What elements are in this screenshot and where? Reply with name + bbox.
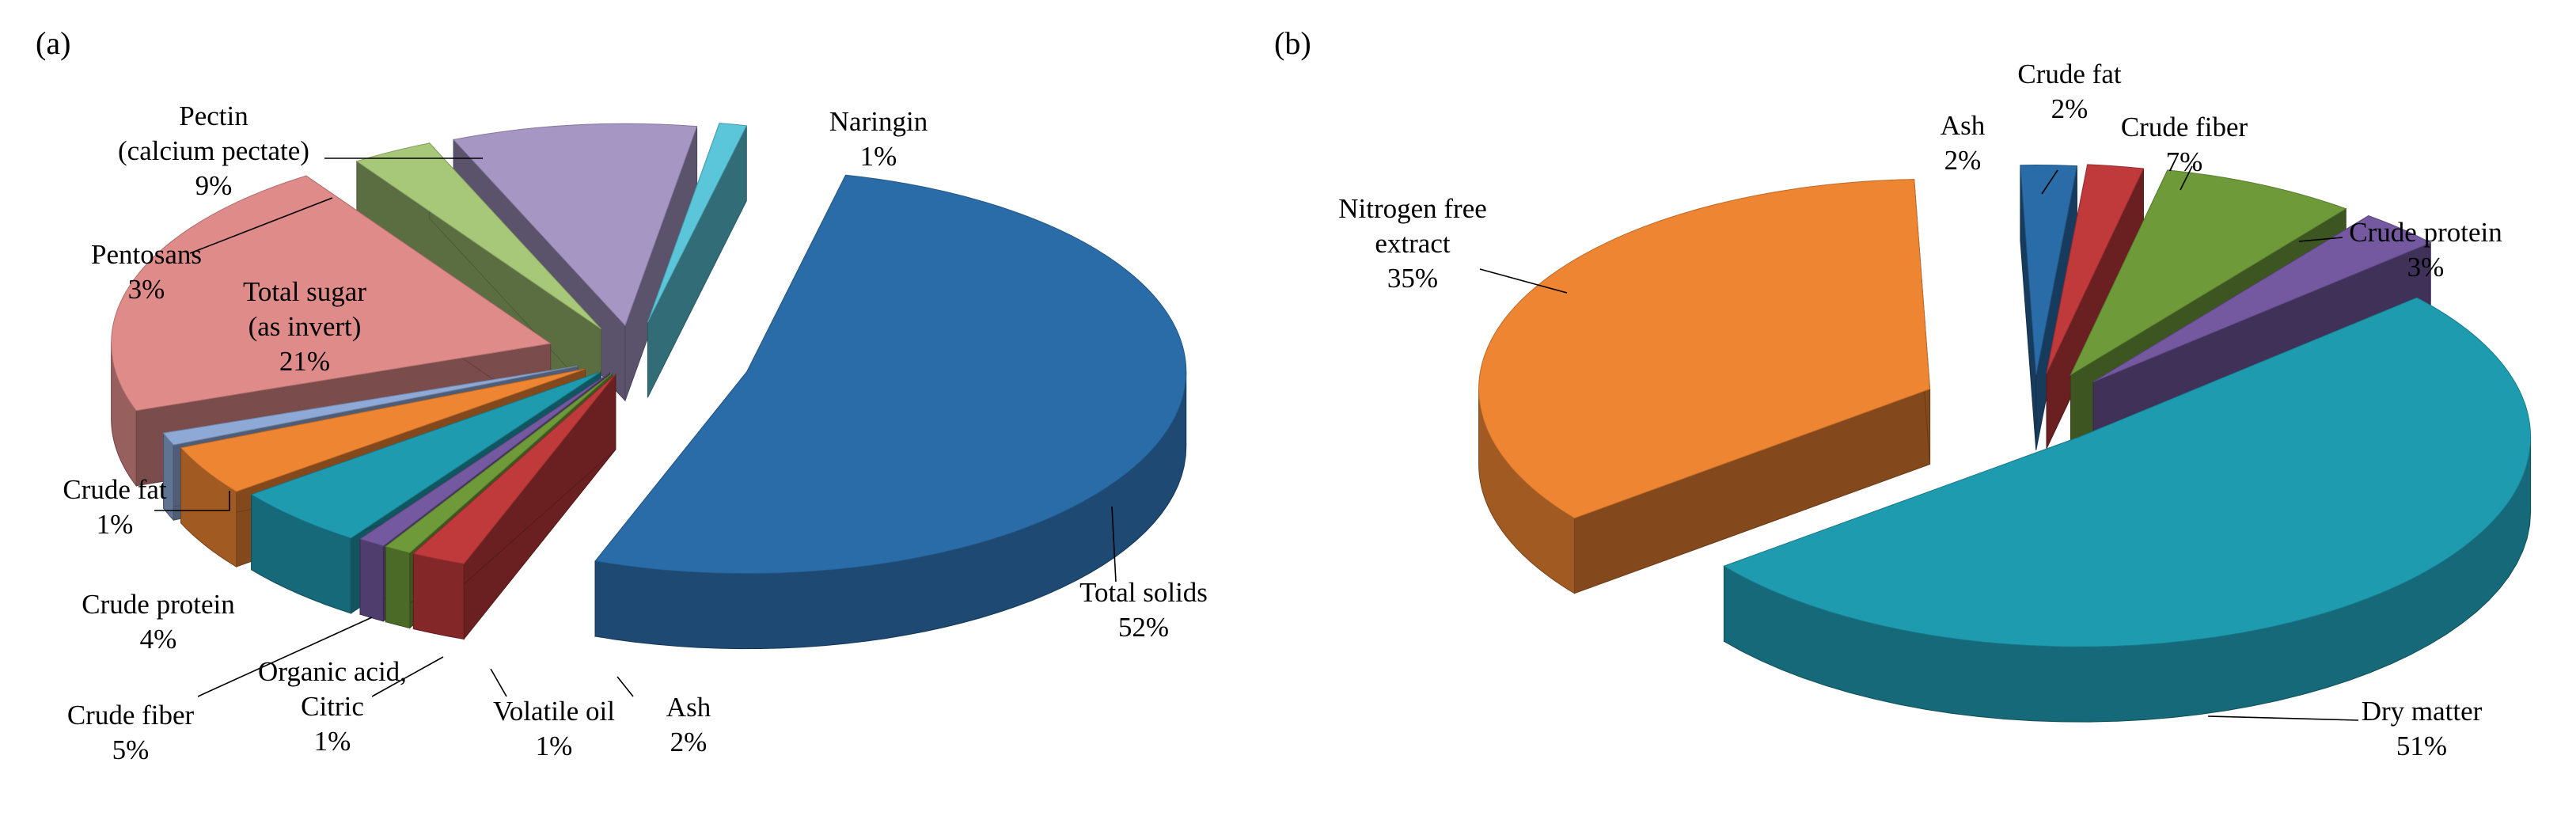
- slice-label-crude-fat: Crude fat 1%: [63, 474, 230, 540]
- slice-label-dry-matter: Dry matter 51%: [2207, 696, 2483, 761]
- slice-ash: [412, 374, 616, 564]
- slice-label-text: Total solids 52%: [1079, 577, 1208, 643]
- slice-label-crude-fiber: Crude fiber 5%: [67, 617, 373, 765]
- slice-label-text: Naringin 1%: [829, 106, 928, 172]
- slice-label-text: Crude fat 1%: [63, 474, 166, 540]
- slice-label-crude-fat: Crude fat 2%: [2017, 59, 2122, 195]
- slice-label-nitrogen-free: Nitrogen free extract 35%: [1338, 193, 1568, 294]
- slice-label-crude-protein: Crude protein 3%: [2298, 217, 2502, 283]
- slice-label-text: Ash 2%: [1941, 110, 1986, 176]
- slice-label-text: Crude protein 4%: [82, 589, 234, 655]
- leader-line-crude-fiber: [2180, 165, 2193, 191]
- slice-label-text: Organic acid, Citric 1%: [258, 656, 407, 757]
- slice-crude-protein: [2092, 215, 2432, 383]
- slice-volatile-oil: [385, 373, 613, 553]
- slice-label-text: Total sugar (as invert) 21%: [243, 276, 366, 377]
- slice-label-pectin: Pectin (calcium pectate) 9%: [118, 101, 483, 201]
- slice-crude-fat: [2046, 164, 2145, 374]
- slice-pectin: [453, 123, 698, 327]
- slice-label-crude-protein: Crude protein 4%: [82, 589, 234, 655]
- slice-label-organic-acid: Organic acid, Citric 1%: [258, 656, 444, 757]
- slice-label-text: Crude protein 3%: [2349, 217, 2502, 283]
- slice-label-ash: Ash 2%: [1941, 110, 1986, 176]
- leader-line-volatile-oil: [490, 668, 507, 697]
- leader-line-crude-fat: [2041, 169, 2058, 195]
- panel-label: (b): [1274, 25, 1311, 61]
- slice-naringin: [647, 123, 748, 323]
- slice-label-total-solids: Total solids 52%: [1079, 506, 1208, 643]
- pie-chart-a: Total solids 52% Ash 2% Volatile oil 1% Organi…: [36, 25, 1208, 765]
- leader-line-crude-fiber: [197, 617, 373, 697]
- slice-organic-acid: [359, 372, 610, 547]
- leader-line-pentosans: [189, 197, 333, 254]
- slice-label-text: Crude fiber 5%: [67, 700, 195, 765]
- leader-line-total-solids: [1111, 506, 1117, 583]
- slice-label-ash: Ash 2%: [616, 676, 711, 757]
- pie-chart-b: Ash 2% Crude fat 2%Crude fiber 7% Crude prote…: [1274, 25, 2532, 761]
- slice-label-total-sugar: Total sugar (as invert) 21%: [243, 276, 366, 377]
- slice-crude-protein: [180, 368, 586, 492]
- slice-label-text: Crude fat 2%: [2017, 59, 2121, 124]
- leader-line-nitrogen-free: [1479, 268, 1568, 294]
- slice-crude-fat: [162, 365, 579, 446]
- leader-line-crude-fat: [154, 491, 230, 511]
- slice-crude-fiber: [2070, 169, 2347, 376]
- slice-pentosans: [355, 142, 601, 330]
- slice-total-solids: [594, 174, 1187, 575]
- slice-label-text: Crude fiber 7%: [2121, 112, 2248, 177]
- leader-line-dry-matter: [2207, 715, 2359, 721]
- slice-nitrogen-free: [1478, 179, 1931, 519]
- panel-label: (a): [36, 25, 70, 61]
- slice-crude-fiber: [250, 371, 601, 539]
- leader-line-ash: [616, 676, 634, 697]
- slice-label-text: Volatile oil 1%: [493, 696, 615, 761]
- slice-label-text: Dry matter 51%: [2362, 696, 2483, 761]
- slice-label-pentosans: Pentosans 3%: [91, 197, 333, 305]
- leader-line-organic-acid: [371, 656, 444, 697]
- slice-dry-matter: [1723, 297, 2532, 647]
- slice-label-text: Ash 2%: [666, 692, 711, 757]
- slice-ash: [2020, 165, 2078, 375]
- slice-label-text: Pectin (calcium pectate) 9%: [118, 101, 309, 201]
- slice-total-sugar: [111, 175, 552, 412]
- slice-label-naringin: Naringin 1%: [829, 106, 928, 172]
- slice-label-crude-fiber: Crude fiber 7%: [2121, 112, 2248, 191]
- slice-label-text: Nitrogen free extract 35%: [1338, 193, 1487, 294]
- leader-line-crude-protein: [2298, 237, 2343, 242]
- slice-label-volatile-oil: Volatile oil 1%: [490, 668, 615, 761]
- slice-label-text: Pentosans 3%: [91, 239, 202, 305]
